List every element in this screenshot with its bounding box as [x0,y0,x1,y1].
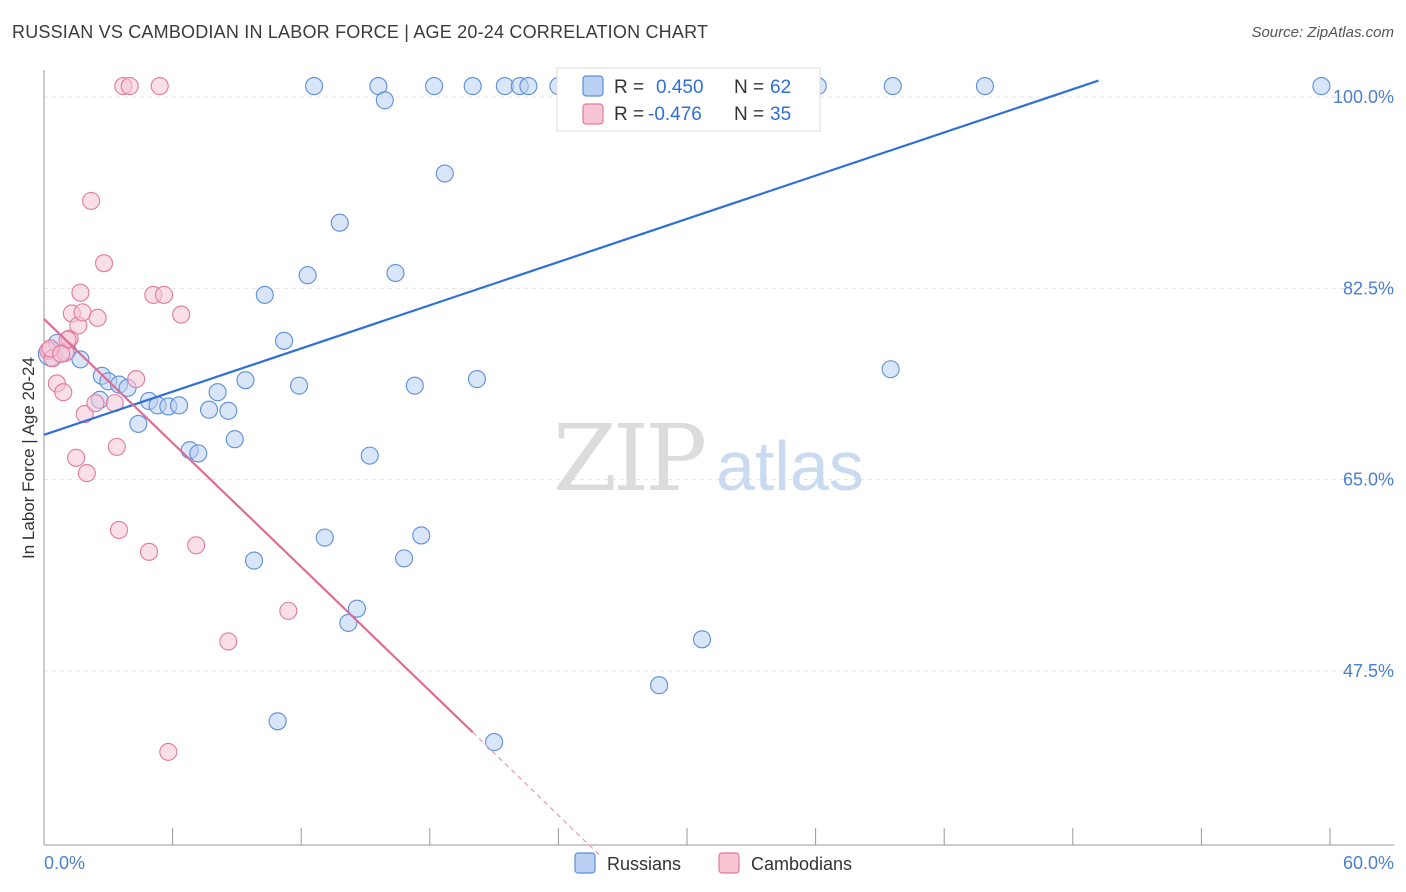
cambodian-point [52,344,71,363]
legend-swatch-russians [582,75,604,97]
russian-point [405,376,424,395]
russian-point [1312,77,1331,96]
russian-point [650,676,669,695]
russian-point [883,77,902,96]
correlation-legend: R = 0.450 N = 62 R = -0.476 N = 35 [556,67,821,132]
russian-point [386,263,405,283]
russian-point [425,77,444,96]
russian-point [881,360,900,379]
series-cambodians [39,77,298,761]
cambodian-point [150,77,169,96]
russian-point [219,401,238,420]
russian-point [129,414,148,433]
legend-r-label-cambodians: R = [614,104,644,125]
y-tick-label: 82.5% [1343,278,1394,298]
legend-n-value-russians: 62 [770,77,791,98]
cambodian-point [75,405,94,424]
cambodians-trend-line [43,318,474,734]
y-tick-labels: 47.5% 65.0% 82.5% 100.0% [1333,87,1394,681]
russian-point [395,549,414,568]
legend-n-label-russians: N = [734,77,764,98]
trend-lines [43,79,1099,858]
source-attribution: Source: ZipAtlas.com [1251,24,1394,41]
cambodian-point [187,536,206,555]
y-tick-label: 47.5% [1343,661,1394,681]
cambodian-point [172,305,191,324]
cambodians-trend-extension [472,731,602,858]
russian-point [305,77,324,96]
y-axis-label: In Labor Force | Age 20-24 [19,357,38,559]
cambodian-point [109,520,129,540]
cambodian-point [159,742,178,761]
russian-point [169,396,189,415]
russian-point [236,371,255,390]
bottom-legend-label-russians: Russians [607,854,681,874]
russians-trend-line [43,79,1099,436]
y-tick-label: 65.0% [1343,470,1394,490]
russian-point [199,400,219,419]
cambodian-point [120,77,139,96]
watermark-zip: ZIP [553,405,704,512]
russian-point [71,350,90,369]
bottom-legend-swatch-cambodians [718,852,740,874]
russian-point [692,630,712,649]
x-axis-ticks [43,828,1331,845]
russian-point [347,599,366,618]
x-tick-label-max: 60.0% [1343,853,1394,873]
russian-point [339,613,358,632]
cambodian-point [67,448,86,467]
russian-point [519,77,538,96]
cambodian-point [279,601,298,620]
russian-point [485,733,504,752]
chart-title: RUSSIAN VS CAMBODIAN IN LABOR FORCE | AG… [12,22,709,42]
x-tick-label-min: 0.0% [44,853,85,873]
bottom-legend-label-cambodians: Cambodians [751,854,852,874]
watermark-atlas: atlas [716,427,864,505]
legend-r-value-russians: 0.450 [656,77,704,98]
russian-point [244,551,264,570]
cambodian-point [219,632,238,651]
russian-point [255,285,274,304]
russian-point [275,331,294,350]
russian-point [375,91,394,110]
russian-point [412,526,431,545]
russian-point [225,430,244,449]
russian-point [975,77,994,96]
bottom-legend-swatch-russians [574,852,596,874]
cambodian-point [94,254,114,273]
russian-point [189,444,208,463]
legend-r-label-russians: R = [614,77,644,98]
cambodian-point [86,394,105,413]
cambodian-point [73,303,92,322]
watermark: ZIP atlas [553,405,864,512]
cambodian-point [107,437,126,456]
cambodian-point [127,370,146,389]
russian-point [268,712,287,731]
russian-point [360,446,379,465]
legend-r-value-cambodians: -0.476 [648,104,702,125]
y-tick-label: 100.0% [1333,87,1394,107]
cambodian-point [82,191,101,210]
cambodian-point [154,285,174,304]
russian-point [298,266,317,285]
cambodian-point [77,464,96,483]
legend-n-label-cambodians: N = [734,104,764,125]
russian-point [495,77,514,96]
russian-point [315,528,334,547]
legend-swatch-cambodians [582,103,604,125]
axes [43,70,1394,846]
russian-point [208,383,227,402]
cambodian-point [139,542,159,561]
cambodian-point [54,383,73,402]
russian-point [330,213,349,232]
russian-point [290,376,309,395]
cambodian-point [88,308,107,327]
russian-point [467,370,487,389]
russian-point [463,77,482,96]
russian-point [435,164,454,183]
cambodian-point [71,283,90,302]
legend-n-value-cambodians: 35 [770,104,791,125]
series-legend: Russians Cambodians [574,852,852,874]
